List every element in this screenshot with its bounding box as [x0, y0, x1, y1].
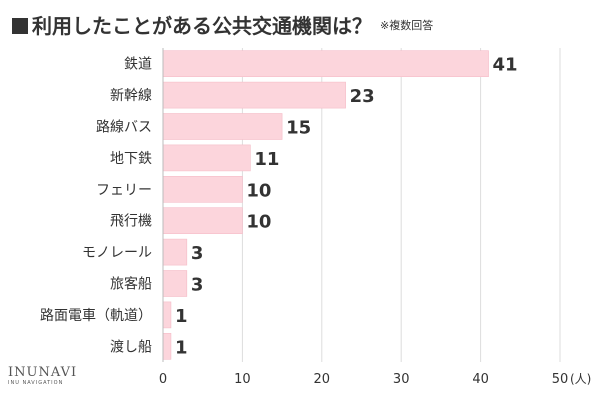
title-note: ※複数回答	[380, 19, 434, 32]
value-label-1: 41	[493, 55, 518, 76]
x-tick-label-40: 40	[472, 372, 489, 387]
x-tick-label-0: 0	[159, 372, 167, 387]
x-tick-label-10: 10	[234, 372, 251, 387]
category-label-10: 渡し船	[110, 339, 152, 355]
bar-9	[162, 301, 172, 329]
bar-2	[162, 81, 346, 109]
bar-1	[162, 50, 489, 78]
title-text: 利用したことがある公共交通機関は？	[32, 14, 372, 38]
bar-4	[162, 144, 251, 172]
value-label-8: 3	[191, 275, 204, 296]
x-tick-label-30: 30	[393, 372, 410, 387]
category-label-6: 飛行機	[110, 214, 152, 230]
value-label-10: 1	[175, 337, 188, 358]
chart-title: 利用したことがある公共交通機関は？ ※複数回答	[12, 10, 433, 39]
bar-5	[162, 176, 243, 203]
value-label-2: 23	[350, 86, 375, 107]
x-axis-unit: (人)	[570, 372, 591, 386]
category-label-7: モノレール	[82, 245, 152, 261]
category-label-9: 路面電車（軌道）	[40, 307, 152, 324]
value-label-4: 11	[254, 149, 279, 170]
value-label-6: 10	[246, 212, 271, 233]
bar-10	[162, 332, 172, 360]
category-label-1: 鉄道	[124, 57, 152, 73]
value-label-7: 3	[191, 243, 204, 264]
value-label-5: 10	[246, 180, 271, 201]
category-label-2: 新幹線	[110, 87, 152, 104]
value-label-9: 1	[175, 306, 188, 327]
bar-7	[162, 238, 188, 266]
category-label-4: 地下鉄	[110, 151, 152, 167]
x-tick-label-20: 20	[314, 372, 331, 387]
bar-6	[162, 207, 243, 234]
logo-brand: INUNAVI	[8, 365, 78, 380]
bar-3	[162, 113, 283, 140]
category-label-8: 旅客船	[110, 276, 152, 293]
logo-subtitle: INU NAVIGATION	[8, 380, 64, 386]
title-square-icon	[12, 18, 28, 34]
bar-8	[162, 270, 188, 297]
category-label-3: 路線バス	[96, 120, 152, 136]
value-label-3: 15	[286, 118, 311, 139]
logo: INUNAVI INU NAVIGATION	[8, 366, 77, 387]
x-tick-label-50: 50	[552, 372, 569, 387]
category-label-5: フェリー	[96, 182, 152, 198]
